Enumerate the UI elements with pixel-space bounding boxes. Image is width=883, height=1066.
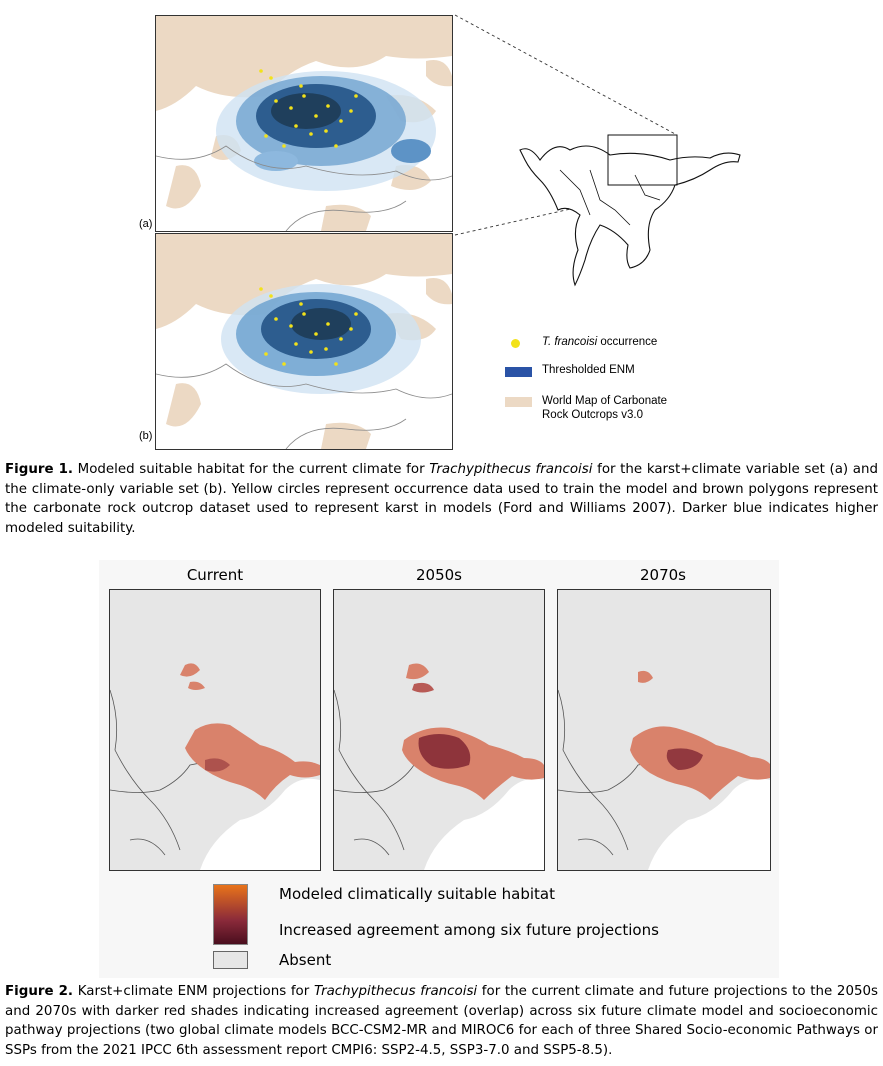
border-line bbox=[634, 174, 661, 201]
blue-rect-icon bbox=[505, 367, 532, 377]
border-line bbox=[559, 169, 591, 216]
karst-polygon bbox=[166, 165, 201, 209]
coastline bbox=[285, 418, 407, 449]
karst-polygon bbox=[321, 422, 371, 449]
legend-enm-label: Thresholded ENM bbox=[542, 364, 635, 376]
karst-polygon bbox=[166, 383, 201, 427]
suitable-habitat bbox=[180, 663, 200, 677]
legend-absent-label: Absent bbox=[279, 951, 332, 969]
country-boundary bbox=[156, 363, 452, 399]
panel-b-label: (b) bbox=[139, 430, 153, 442]
karst-polygon bbox=[426, 60, 452, 87]
gradient-swatch-icon bbox=[213, 884, 248, 945]
agreement-core bbox=[205, 758, 230, 772]
suitable-habitat bbox=[412, 682, 434, 693]
column-title-2050s: 2050s bbox=[416, 566, 462, 584]
southeast-asia-outline bbox=[519, 145, 741, 287]
karst-polygon bbox=[156, 234, 452, 329]
map-panel-b bbox=[155, 233, 453, 450]
suitable-habitat bbox=[630, 726, 770, 800]
map-panel-a bbox=[155, 15, 453, 232]
inset-overview-map bbox=[454, 14, 741, 287]
enm-patch bbox=[391, 139, 431, 163]
column-title-2070s: 2070s bbox=[640, 566, 686, 584]
karst-polygon bbox=[321, 204, 371, 231]
map-panel-2050s bbox=[333, 589, 545, 871]
border-line bbox=[589, 169, 631, 226]
enm-core-dark bbox=[291, 308, 351, 340]
inset-extent-box bbox=[607, 134, 678, 186]
map-panel-current bbox=[109, 589, 321, 871]
legend-suitable-label: Modeled climatically suitable habitat bbox=[279, 885, 555, 903]
gray-swatch-icon bbox=[213, 951, 248, 969]
legend-occurrence-label: T. francoisi occurrence bbox=[542, 336, 658, 348]
suitable-habitat bbox=[185, 723, 320, 800]
occurrence-points bbox=[259, 287, 358, 366]
suitable-habitat bbox=[406, 663, 429, 680]
connector-line bbox=[454, 14, 678, 136]
agreement-core bbox=[666, 748, 703, 770]
country-boundary bbox=[156, 145, 452, 181]
enm-core-dark bbox=[271, 93, 341, 129]
map-a-svg bbox=[156, 16, 452, 231]
suitable-habitat bbox=[188, 681, 205, 690]
tan-rect-icon bbox=[505, 397, 532, 407]
column-title-current: Current bbox=[186, 566, 244, 584]
karst-polygon bbox=[156, 16, 452, 111]
panel-a-label: (a) bbox=[139, 218, 153, 230]
occurrence-points bbox=[259, 69, 358, 148]
coastline bbox=[285, 200, 407, 231]
legend-agreement-label: Increased agreement among six future pro… bbox=[279, 921, 659, 939]
map-b-svg bbox=[156, 234, 452, 449]
map-panel-2070s bbox=[557, 589, 771, 871]
land-white bbox=[424, 778, 544, 870]
land-white bbox=[200, 778, 320, 870]
agreement-core bbox=[418, 734, 471, 769]
figure1-caption: Figure 1. Modeled suitable habitat for t… bbox=[5, 462, 878, 536]
land-white bbox=[648, 778, 770, 870]
legend-karst-label: World Map of Carbonate Rock Outcrops v3.… bbox=[542, 395, 668, 421]
connector-line bbox=[454, 184, 678, 236]
karst-polygon bbox=[426, 278, 452, 305]
figure2-caption: Figure 2. Karst+climate ENM projections … bbox=[5, 984, 878, 1058]
suitable-habitat bbox=[638, 670, 653, 683]
yellow-circle-icon bbox=[511, 339, 520, 348]
